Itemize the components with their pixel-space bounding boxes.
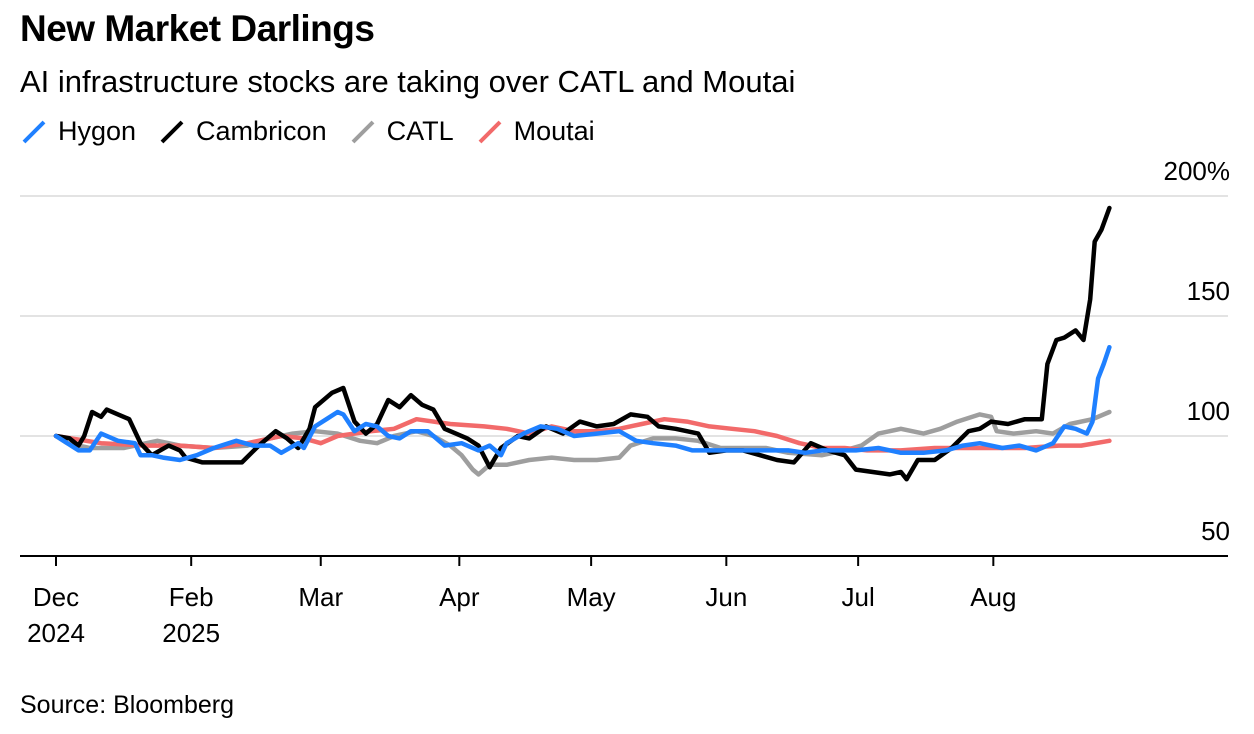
legend: Hygon Cambricon CATL Moutai: [20, 116, 617, 147]
x-tick-label-apr: Apr: [439, 582, 480, 612]
chart-subtitle: AI infrastructure stocks are taking over…: [20, 64, 796, 99]
legend-swatch-cambricon: [160, 120, 184, 143]
legend-swatch-hygon: [22, 120, 46, 143]
x-tick-label-aug: Aug: [970, 582, 1016, 612]
legend-item-catl: CATL: [349, 116, 454, 147]
series-lines: [53, 205, 1112, 482]
legend-swatch-catl: [351, 120, 375, 143]
legend-item-cambricon: Cambricon: [158, 116, 327, 147]
legend-label-moutai: Moutai: [513, 116, 595, 146]
legend-swatch-moutai: [478, 120, 502, 143]
legend-label-catl: CATL: [386, 116, 454, 146]
x-tick-year-2024: 2024: [27, 618, 85, 648]
x-tick-year-2025: 2025: [162, 618, 220, 648]
source-note: Source: Bloomberg: [20, 691, 235, 719]
y-tick-label-150: 150: [1187, 276, 1230, 306]
legend-item-moutai: Moutai: [476, 116, 595, 147]
y-tick-label-200: 200%: [1164, 156, 1231, 186]
series-line-cambricon: [53, 205, 1112, 482]
y-tick-label-100: 100: [1187, 396, 1230, 426]
axes: 50 100 150 200% Dec 2024 Feb 2025 Mar Apr May Jun Ju…: [20, 156, 1230, 648]
series-line-moutai: [53, 416, 1112, 453]
series-line-hygon: [53, 344, 1112, 463]
chart-title: New Market Darlings: [20, 8, 375, 49]
gridlines: [20, 195, 1228, 437]
x-tick-label-feb: Feb: [169, 582, 214, 612]
y-tick-label-50: 50: [1201, 516, 1230, 546]
x-tick-label-dec: Dec: [33, 582, 79, 612]
x-tick-label-may: May: [567, 582, 616, 612]
x-tick-label-jul: Jul: [842, 582, 875, 612]
legend-label-hygon: Hygon: [58, 116, 137, 146]
legend-label-cambricon: Cambricon: [196, 116, 327, 146]
legend-item-hygon: Hygon: [20, 116, 136, 147]
x-tick-label-mar: Mar: [298, 582, 343, 612]
x-tick-label-jun: Jun: [705, 582, 747, 612]
